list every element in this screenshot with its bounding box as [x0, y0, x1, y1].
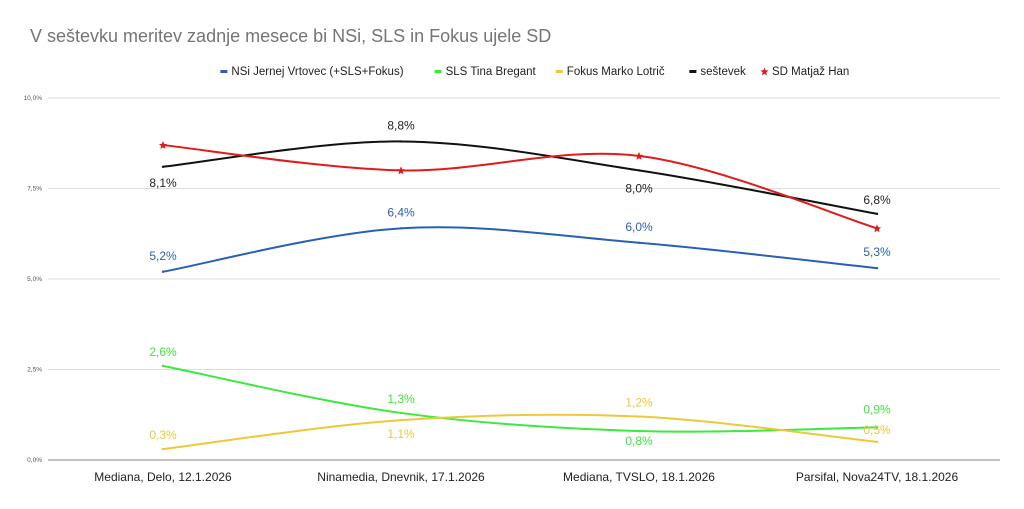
legend-swatch	[434, 70, 442, 73]
legend: NSi Jernej Vrtovec (+SLS+Fokus) SLS Tina …	[220, 66, 849, 78]
y-tick-label: 7,5%	[27, 186, 42, 193]
data-label: 2,6%	[149, 345, 177, 359]
data-point	[399, 418, 403, 422]
legend-entry: NSi Jernej Vrtovec (+SLS+Fokus)	[231, 66, 403, 78]
x-axis: Mediana, Delo, 12.1.2026 Ninamedia, Dnevn…	[94, 470, 958, 484]
data-point	[637, 429, 641, 433]
grid: 0,0% 2,5% 5,0% 7,5% 10,0%	[24, 95, 1000, 464]
y-tick-label: 5,0%	[27, 276, 42, 283]
data-label: 5,3%	[863, 245, 891, 259]
data-label: 6,8%	[863, 193, 891, 207]
data-label: 0,9%	[863, 402, 891, 416]
data-label: 0,5%	[863, 423, 891, 437]
data-label: 0,8%	[625, 434, 653, 448]
legend-entry: SD Matjaž Han	[772, 66, 849, 78]
data-labels: 5,2% 6,4% 6,0% 5,3% 2,6% 1,3% 0,8% 0,9% 0,3% 1,1%…	[149, 118, 891, 448]
data-point-star-icon	[635, 151, 643, 160]
data-point-star-icon	[159, 141, 167, 150]
legend-marker-star-icon	[760, 67, 769, 76]
data-label: 8,8%	[387, 118, 415, 132]
data-point	[399, 140, 403, 143]
data-label: 6,0%	[625, 220, 653, 234]
data-point	[161, 165, 165, 168]
x-tick-label: Mediana, TVSLO, 18.1.2026	[563, 470, 715, 484]
chart-title: V seštevku meritev zadnje mesece bi NSi,…	[30, 26, 551, 46]
legend-swatch	[555, 70, 563, 73]
data-point	[875, 426, 879, 429]
data-point	[161, 447, 165, 451]
series-line	[162, 226, 878, 273]
series-line	[162, 144, 878, 230]
legend-swatch	[220, 70, 228, 73]
data-point-star-icon	[873, 224, 881, 233]
series-line	[162, 140, 878, 215]
data-point-star-icon	[397, 166, 405, 175]
legend-entry: seštevek	[700, 66, 746, 78]
series-line	[162, 364, 878, 433]
x-tick-label: Ninamedia, Dnevnik, 17.1.2026	[317, 470, 485, 484]
data-point	[875, 440, 879, 444]
series-lines	[159, 140, 881, 451]
y-tick-label: 10,0%	[24, 95, 43, 102]
data-point	[875, 212, 879, 216]
data-point	[637, 169, 641, 172]
data-point	[399, 411, 403, 415]
y-tick-label: 0,0%	[27, 457, 42, 464]
legend-swatch	[689, 70, 697, 73]
data-point	[161, 364, 165, 368]
data-point	[637, 241, 641, 244]
x-tick-label: Parsifal, Nova24TV, 18.1.2026	[796, 470, 959, 484]
data-point	[161, 270, 165, 273]
data-label: 1,3%	[387, 392, 415, 406]
data-label: 8,0%	[625, 181, 653, 195]
data-label: 0,3%	[149, 428, 177, 442]
y-tick-label: 2,5%	[27, 367, 42, 374]
data-point	[637, 415, 641, 418]
legend-entry: Fokus Marko Lotrič	[567, 66, 665, 78]
data-label: 6,4%	[387, 205, 415, 219]
data-point	[875, 266, 879, 270]
data-label: 8,1%	[149, 176, 177, 190]
data-point	[399, 227, 403, 230]
data-label: 5,2%	[149, 249, 177, 263]
series-line	[162, 413, 878, 451]
data-label: 1,2%	[625, 396, 653, 410]
data-label: 1,1%	[387, 427, 415, 441]
x-tick-label: Mediana, Delo, 12.1.2026	[94, 470, 232, 484]
legend-entry: SLS Tina Bregant	[446, 66, 537, 78]
